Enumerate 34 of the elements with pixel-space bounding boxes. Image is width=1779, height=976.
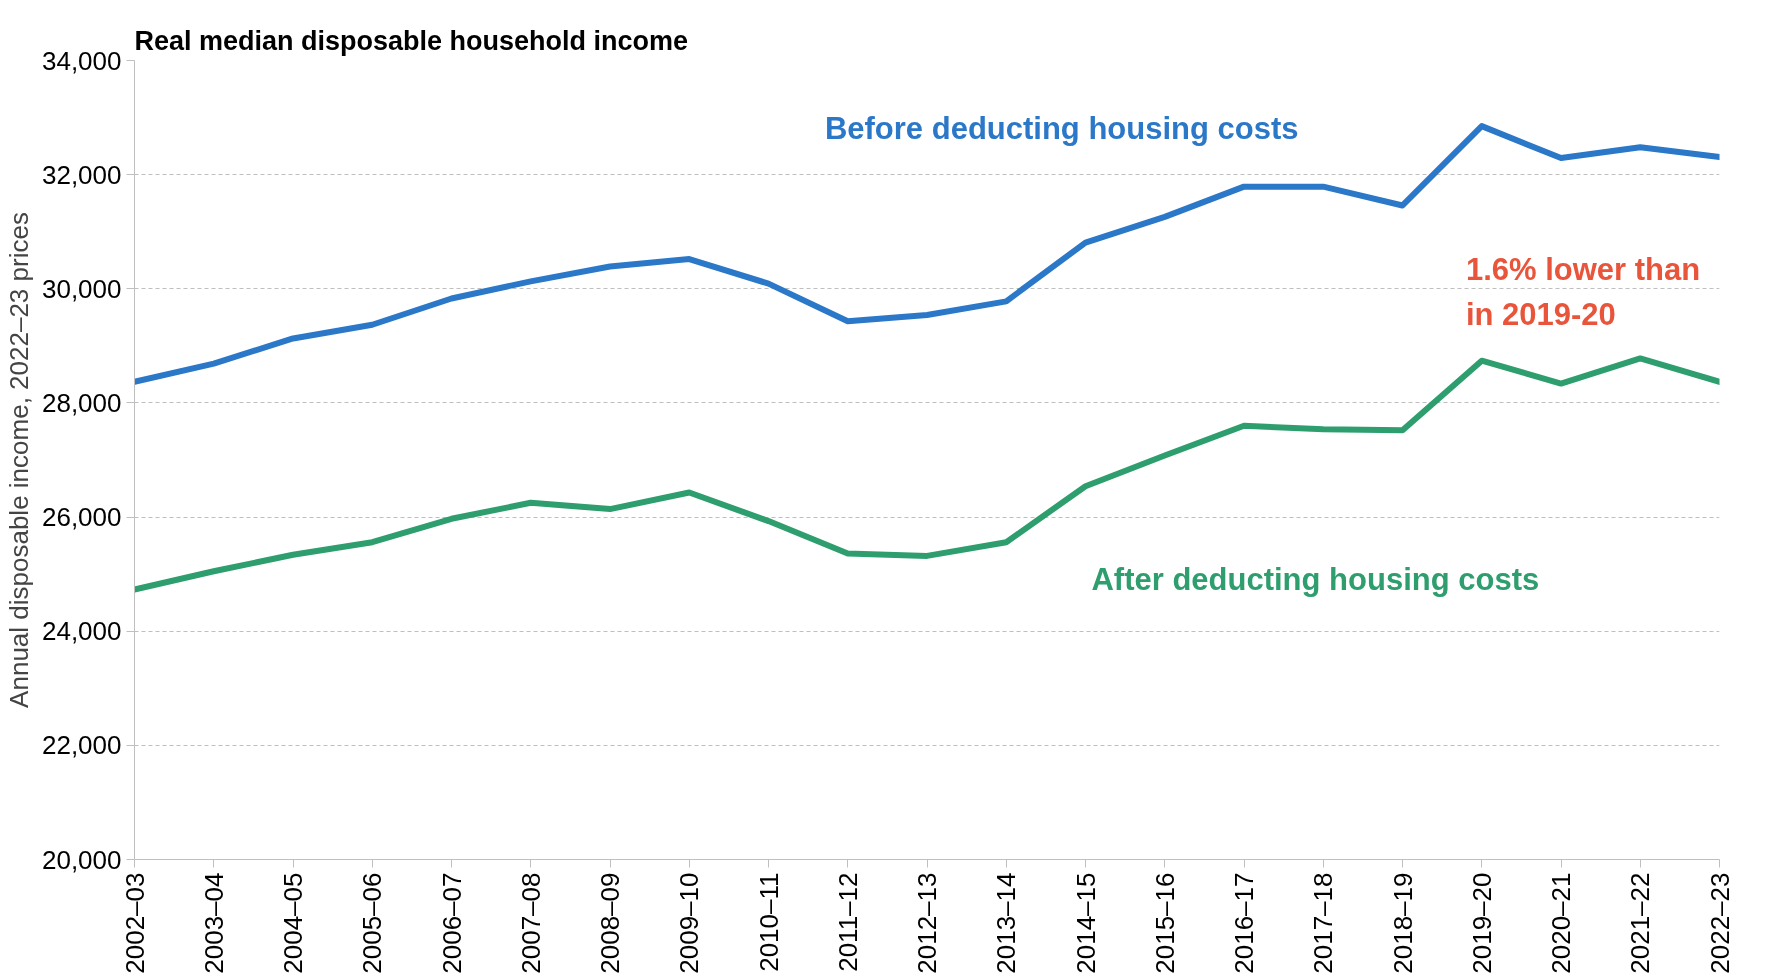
y-tick-label: 20,000 [41, 844, 122, 875]
x-tick-label: 2018–19 [1387, 872, 1418, 974]
annotation: 1.6% lower than in 2019-20 [1465, 251, 1701, 333]
y-tick-label: 22,000 [41, 730, 122, 761]
y-tick-label: 26,000 [41, 502, 122, 533]
x-tick-label: 2017–18 [1308, 872, 1339, 974]
y-tick-label: 34,000 [41, 45, 122, 76]
x-tick-label: 2005–06 [357, 872, 388, 974]
x-tick-label: 2013–14 [991, 872, 1022, 974]
x-tick-label: 2022–23 [1704, 872, 1735, 974]
x-tick-label: 2002–03 [119, 872, 150, 974]
text: After deducting housing costs [1091, 562, 1540, 598]
x-tick-label: 2016–17 [1229, 872, 1259, 974]
chart-title: Real median disposable household income [134, 25, 689, 56]
x-tick-label: 2012–13 [912, 872, 942, 974]
x-tick-label: 2006–07 [436, 872, 467, 974]
x-tick-label: 2009–10 [674, 872, 705, 974]
x-tick-label: 2004–05 [278, 872, 308, 974]
y-tick-label: 28,000 [41, 387, 122, 418]
series-label: Before deducting housing costs [824, 110, 1299, 146]
x-tick-label: 2003–04 [198, 872, 229, 974]
x-tick-label: 2008–09 [595, 872, 625, 974]
x-tick-label: 2014–15 [1070, 872, 1101, 974]
x-tick-label: 2010–11 [753, 872, 784, 972]
x-tick-label: 2011–12 [832, 872, 863, 972]
x-tick-label: 2020–21 [1546, 872, 1576, 974]
y-tick-label: 24,000 [41, 616, 122, 647]
y-axis-title: Annual disposable income, 2022–23 prices [3, 212, 34, 708]
x-tick-label: 2015–16 [1149, 872, 1180, 974]
x-tick-label: 2019–20 [1466, 872, 1497, 974]
y-tick-label: 30,000 [41, 273, 122, 304]
x-tick-label: 2021–22 [1625, 872, 1656, 974]
x-tick-label: 2007–08 [515, 872, 546, 974]
y-tick-label: 32,000 [41, 159, 122, 190]
